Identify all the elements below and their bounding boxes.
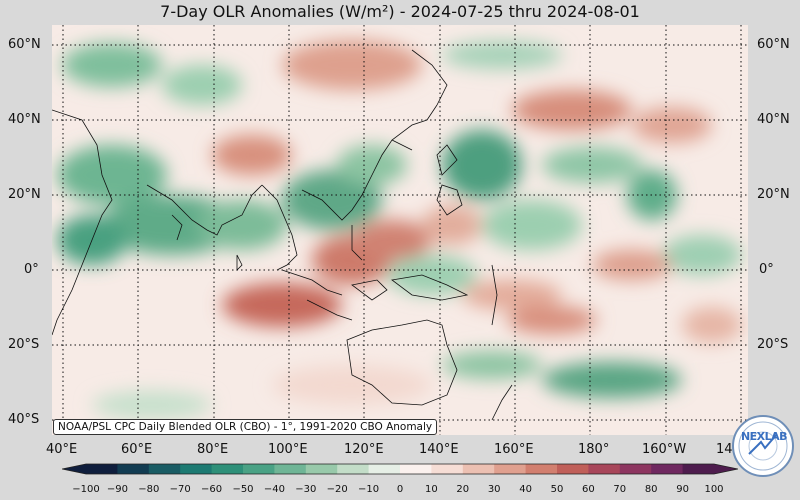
lat-label-eq-right: 0° [759, 262, 774, 277]
colorbar-tick-label: −50 [232, 484, 254, 495]
colorbar-bin [462, 464, 495, 474]
colorbar-bin [682, 464, 715, 474]
colorbar-tick-label: 60 [582, 484, 595, 495]
lat-label-20n-left: 20°N [8, 187, 41, 202]
olr-anomaly-map [52, 25, 748, 435]
nexlab-logo-text: NEXLAB [740, 430, 788, 443]
colorbar-tick-label: −100 [72, 484, 100, 495]
lon-label-40e: 40°E [46, 442, 78, 457]
lat-label-40n-left: 40°N [8, 112, 41, 127]
lon-label-180: 180° [578, 442, 610, 457]
colorbar-bin [588, 464, 621, 474]
colorbar-tick-label: −40 [263, 484, 285, 495]
lon-label-80e: 80°E [197, 442, 229, 457]
colorbar-tick-label: −30 [295, 484, 317, 495]
colorbar-min-extend [62, 464, 86, 474]
lat-label-20s-right: 20°S [757, 337, 789, 352]
lat-label-20n-right: 20°N [757, 187, 790, 202]
colorbar-tick-label: 0 [396, 484, 404, 495]
colorbar-tick-label: −70 [169, 484, 191, 495]
coastlines [52, 49, 513, 421]
colorbar-bin [211, 464, 244, 474]
lat-label-60n-right: 60°N [757, 37, 790, 52]
colorbar-tick-label: −20 [326, 484, 348, 495]
colorbar-outline [62, 463, 738, 475]
colorbar-bin [619, 464, 652, 474]
colorbar-bin [274, 464, 307, 474]
colorbar-tick-label: 50 [550, 484, 564, 495]
colorbar-bin [86, 464, 118, 474]
colorbar-bin [651, 464, 684, 474]
colorbar-tick-label: 80 [644, 484, 658, 495]
colorbar-tick-label: 10 [425, 484, 438, 495]
colorbar-max-extend [714, 464, 738, 474]
lat-label-20s-left: 20°S [8, 337, 40, 352]
colorbar-tick-label: 100 [704, 484, 724, 495]
colorbar-tick-label: −60 [201, 484, 223, 495]
colorbar-bin [368, 464, 401, 474]
colorbar-tick-label: −90 [106, 484, 128, 495]
colorbar-bin [400, 464, 432, 474]
lat-label-eq-left: 0° [24, 262, 39, 277]
anomaly-field [57, 40, 742, 419]
data-source-credit: NOAA/PSL CPC Daily Blended OLR (CBO) - 1… [53, 419, 438, 435]
colorbar-tick-label: 70 [613, 484, 627, 495]
lon-label-160w: 160°W [642, 442, 687, 457]
lat-label-40n-right: 40°N [757, 112, 790, 127]
colorbar-tick-label: 20 [456, 484, 470, 495]
colorbar-bin [525, 464, 558, 474]
colorbar-tick-label: 40 [519, 484, 532, 495]
lat-label-60n-left: 60°N [8, 37, 41, 52]
nexlab-logo [732, 415, 794, 477]
colorbar-tick-label: 90 [676, 484, 689, 495]
lon-label-100e: 100°E [268, 442, 308, 457]
colorbar-tick-label: 30 [487, 484, 501, 495]
colorbar-bin [148, 464, 181, 474]
colorbar-bin [337, 464, 370, 474]
colorbar [62, 463, 738, 475]
colorbar-tick-label: −80 [138, 484, 160, 495]
colorbar-tick-label: −10 [358, 484, 380, 495]
lon-label-120e: 120°E [344, 442, 384, 457]
lon-label-160e: 160°E [494, 442, 534, 457]
colorbar-bin [243, 464, 275, 474]
lat-label-40s-left: 40°S [8, 412, 40, 427]
colorbar-bin [117, 464, 150, 474]
colorbar-bin [180, 464, 213, 474]
colorbar-bin [305, 464, 338, 474]
colorbar-bin [494, 464, 527, 474]
lon-label-140e: 140°E [419, 442, 459, 457]
map-title: 7-Day OLR Anomalies (W/m²) - 2024-07-25 … [160, 2, 640, 21]
colorbar-bin [431, 464, 464, 474]
colorbar-bin [557, 464, 589, 474]
lon-label-60e: 60°E [121, 442, 153, 457]
